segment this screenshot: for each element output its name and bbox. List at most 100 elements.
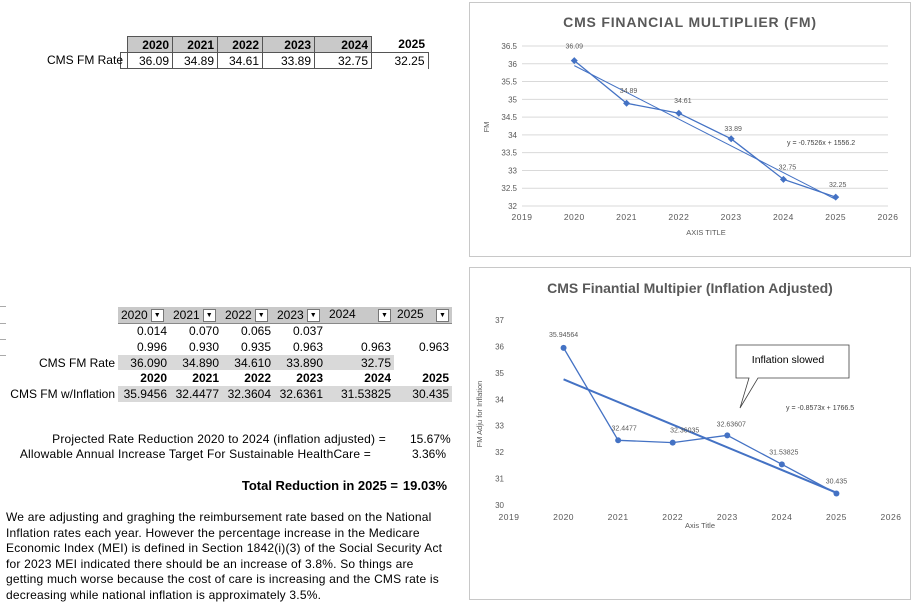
x-tick-label: 2019	[512, 212, 533, 222]
y-tick-label: 32	[495, 448, 504, 457]
year-cell[interactable]: 2021	[192, 371, 219, 386]
data-label: 32.25	[829, 182, 847, 189]
fm-value-cell[interactable]: 36.09	[127, 52, 173, 69]
y-tick-label: 35	[508, 95, 517, 104]
trendline	[563, 378, 837, 494]
inflation-table: 2020 ▼ 2021 ▼ 2022 ▼ 2023 ▼ 2024 ▼ 2025 ▼ 0.01…	[6, 307, 452, 402]
filter-header-2024[interactable]: 2024 ▼	[326, 307, 394, 324]
x-tick-label: 2021	[608, 512, 629, 522]
fm-year-header[interactable]: 2024	[314, 36, 372, 53]
fm-value-cell[interactable]: 32.75	[314, 52, 372, 69]
fm-value-cell[interactable]: 34.61	[217, 52, 263, 69]
data-point	[615, 437, 622, 444]
allowable-value[interactable]: 3.36%	[411, 447, 446, 461]
filter-header-2020[interactable]: 2020 ▼	[118, 307, 170, 324]
fm-rate-table: 2020 2021 2022 2023 2024 2025 CMS FM Rat…	[47, 36, 429, 69]
fm-inflation-cell[interactable]: 32.4477	[170, 385, 222, 402]
year-cell[interactable]: 2023	[296, 371, 323, 386]
fm-rate-cell[interactable]	[394, 355, 452, 371]
inflation-rate-cell[interactable]	[394, 323, 452, 339]
data-point	[833, 490, 840, 497]
data-label: 33.89	[724, 126, 742, 133]
fm-rate-cell[interactable]: 33.890	[274, 354, 326, 371]
notes-text[interactable]: We are adjusting and graghing the reimbu…	[6, 510, 443, 602]
data-point	[675, 109, 683, 117]
fm-chart[interactable]: CMS FINANCIAL MULTIPLIER (FM) 32 32.5 33 33.…	[469, 2, 911, 257]
projected-value[interactable]: 15.67%	[410, 432, 451, 446]
factor-cell[interactable]: 0.996	[136, 339, 167, 354]
data-label: 30.435	[826, 479, 848, 486]
y-tick-label: 30	[495, 501, 504, 510]
year-cell[interactable]: 2022	[244, 371, 271, 386]
filter-header-2025[interactable]: 2025 ▼	[394, 307, 452, 324]
dropdown-arrow-icon[interactable]: ▼	[436, 309, 449, 323]
fm-inflation-cell[interactable]: 31.53825	[326, 385, 394, 402]
fm-row-label[interactable]: CMS FM Rate	[46, 53, 123, 67]
x-tick-label: 2020	[564, 212, 585, 222]
total-value[interactable]: 19.03%	[402, 478, 447, 493]
data-point	[832, 193, 840, 201]
inflation-rate-cell[interactable]: 0.037	[292, 324, 323, 339]
total-label[interactable]: Total Reduction in 2025 =	[241, 478, 398, 493]
fm-year-header[interactable]: 2025	[371, 36, 428, 53]
inflation-rate-cell[interactable]: 0.065	[240, 324, 271, 339]
dropdown-arrow-icon[interactable]: ▼	[378, 309, 391, 323]
x-tick-label: 2019	[499, 512, 520, 522]
fm-inflation-cell[interactable]: 30.435	[394, 385, 452, 402]
year-cell[interactable]: 2025	[422, 371, 449, 386]
data-point	[560, 344, 567, 351]
data-label: 31.53825	[769, 449, 798, 456]
filter-header-2021[interactable]: 2021 ▼	[170, 307, 222, 324]
dropdown-arrow-icon[interactable]: ▼	[150, 308, 164, 322]
year-cell[interactable]: 2024	[364, 371, 391, 386]
x-tick-label: 2025	[825, 212, 846, 222]
fm-value-cell[interactable]: 32.25	[371, 52, 429, 69]
filter-header-2022[interactable]: 2022 ▼	[222, 307, 274, 324]
data-label: 32.63607	[717, 421, 746, 428]
inflation-rate-cell[interactable]	[326, 323, 394, 339]
allowable-label[interactable]: Allowable Annual Increase Target For Sus…	[19, 447, 371, 461]
y-tick-label: 33.5	[501, 149, 517, 158]
factor-cell[interactable]: 0.963	[418, 339, 449, 354]
x-axis-title: Axis Title	[685, 521, 715, 530]
year-cell[interactable]: 2020	[140, 371, 167, 386]
fm-rate-label[interactable]: CMS FM Rate	[38, 355, 115, 370]
data-point	[778, 461, 785, 468]
inflation-rate-cell[interactable]: 0.014	[136, 324, 167, 339]
data-label: 36.09	[566, 44, 584, 51]
y-tick-label: 37	[495, 316, 504, 325]
fm-inflation-label[interactable]: CMS FM w/Inflation	[10, 386, 115, 401]
data-point	[724, 432, 731, 439]
fm-value-cell[interactable]: 34.89	[172, 52, 218, 69]
x-tick-label: 2023	[721, 212, 742, 222]
filter-header-2023[interactable]: 2023 ▼	[274, 307, 326, 324]
y-tick-label: 32	[508, 202, 517, 211]
fm-year-header[interactable]: 2023	[262, 36, 315, 53]
fm-rate-cell[interactable]: 32.75	[326, 354, 394, 371]
factor-cell[interactable]: 0.963	[292, 339, 323, 354]
fm-year-header[interactable]: 2022	[217, 36, 263, 53]
projected-label[interactable]: Projected Rate Reduction 2020 to 2024 (i…	[52, 432, 386, 446]
fm-value-cell[interactable]: 33.89	[262, 52, 315, 69]
fm-inflation-cell[interactable]: 35.9456	[118, 385, 170, 402]
fm-inflation-cell[interactable]: 32.3604	[222, 385, 274, 402]
y-tick-label: 33	[508, 166, 517, 175]
y-tick-label: 35	[495, 369, 504, 378]
fm-inflation-chart[interactable]: CMS Finantial Multipier (Inflation Adjus…	[469, 267, 911, 600]
data-label: 34.89	[620, 88, 638, 95]
dropdown-arrow-icon[interactable]: ▼	[254, 308, 268, 322]
factor-cell[interactable]: 0.963	[360, 339, 391, 354]
dropdown-arrow-icon[interactable]: ▼	[202, 308, 216, 322]
fm-inflation-cell[interactable]: 32.6361	[274, 385, 326, 402]
factor-cell[interactable]: 0.935	[240, 339, 271, 354]
fm-rate-cell[interactable]: 36.090	[118, 354, 170, 371]
dropdown-arrow-icon[interactable]: ▼	[306, 308, 320, 322]
fm-year-header[interactable]: 2020	[127, 36, 173, 53]
callout-text: Inflation slowed	[752, 354, 825, 366]
inflation-rate-cell[interactable]: 0.070	[188, 324, 219, 339]
factor-cell[interactable]: 0.930	[188, 339, 219, 354]
x-tick-label: 2026	[878, 212, 899, 222]
fm-rate-cell[interactable]: 34.890	[170, 354, 222, 371]
fm-year-header[interactable]: 2021	[172, 36, 218, 53]
fm-rate-cell[interactable]: 34.610	[222, 354, 274, 371]
